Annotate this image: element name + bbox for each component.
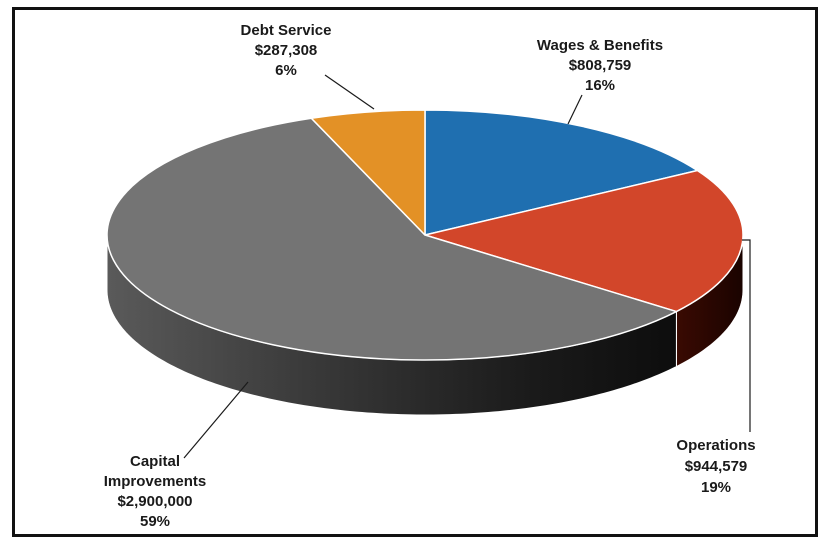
label-name-line1: Capital bbox=[130, 453, 180, 470]
label-percent: 16% bbox=[585, 77, 615, 94]
label-percent: 59% bbox=[140, 513, 170, 530]
label-name: Operations bbox=[676, 437, 755, 454]
label-name-line2: Improvements bbox=[104, 473, 207, 490]
leader-operations bbox=[742, 239, 751, 432]
label-percent: 6% bbox=[275, 62, 297, 79]
chart-border bbox=[12, 7, 818, 537]
pie-slice-wages-and-benefits bbox=[424, 109, 699, 236]
leader-capital-improvements bbox=[183, 381, 249, 459]
pie-slice-debt-service bbox=[310, 109, 426, 236]
label-capital-improvements: Capital Improvements $2,900,000 59% bbox=[104, 453, 207, 530]
pie-slices bbox=[106, 109, 744, 361]
pie-slice-capital-improvements bbox=[106, 117, 678, 361]
label-name: Debt Service bbox=[241, 22, 332, 39]
label-wages-benefits: Wages & Benefits $808,759 16% bbox=[537, 37, 663, 94]
label-operations: Operations $944,579 19% bbox=[676, 437, 755, 496]
label-debt-service: Debt Service $287,308 6% bbox=[241, 22, 332, 79]
label-amount: $2,900,000 bbox=[117, 493, 192, 510]
label-amount: $808,759 bbox=[569, 57, 632, 74]
label-amount: $944,579 bbox=[685, 458, 748, 475]
label-percent: 19% bbox=[701, 479, 731, 496]
leader-debt-service bbox=[324, 74, 375, 110]
leader-lines bbox=[183, 74, 751, 459]
pie-slice-operations bbox=[424, 169, 744, 313]
label-amount: $287,308 bbox=[255, 42, 318, 59]
leader-wages-benefits bbox=[567, 94, 583, 125]
label-name: Wages & Benefits bbox=[537, 37, 663, 54]
